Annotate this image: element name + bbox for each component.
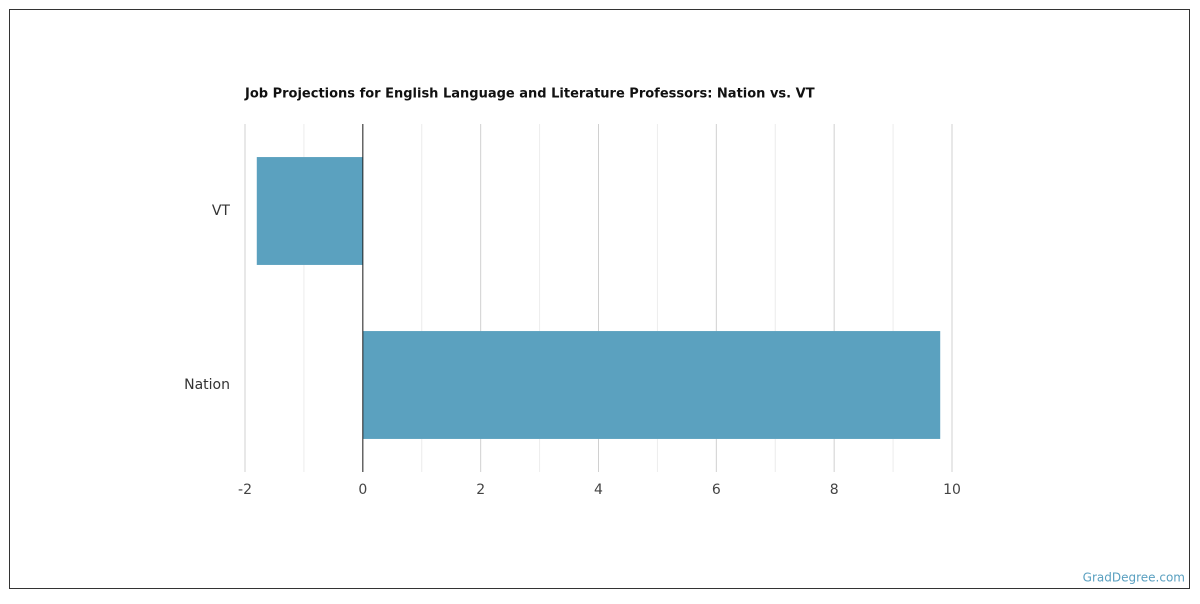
x-tick-label: 4 [594,482,603,498]
x-tick-label: 2 [476,482,485,498]
y-tick-label: VT [212,203,231,219]
x-tick-label: -2 [238,482,252,498]
x-tick-label: 0 [358,482,367,498]
watermark: GradDegree.com [1083,571,1185,585]
bar [256,157,363,265]
x-tick-label: 6 [712,482,721,498]
x-tick-label: 10 [943,482,961,498]
x-tick-label: 8 [830,482,839,498]
frame [9,9,1190,589]
bar [362,331,941,439]
y-tick-label: Nation [184,377,230,393]
chart-title: Job Projections for English Language and… [244,87,815,102]
